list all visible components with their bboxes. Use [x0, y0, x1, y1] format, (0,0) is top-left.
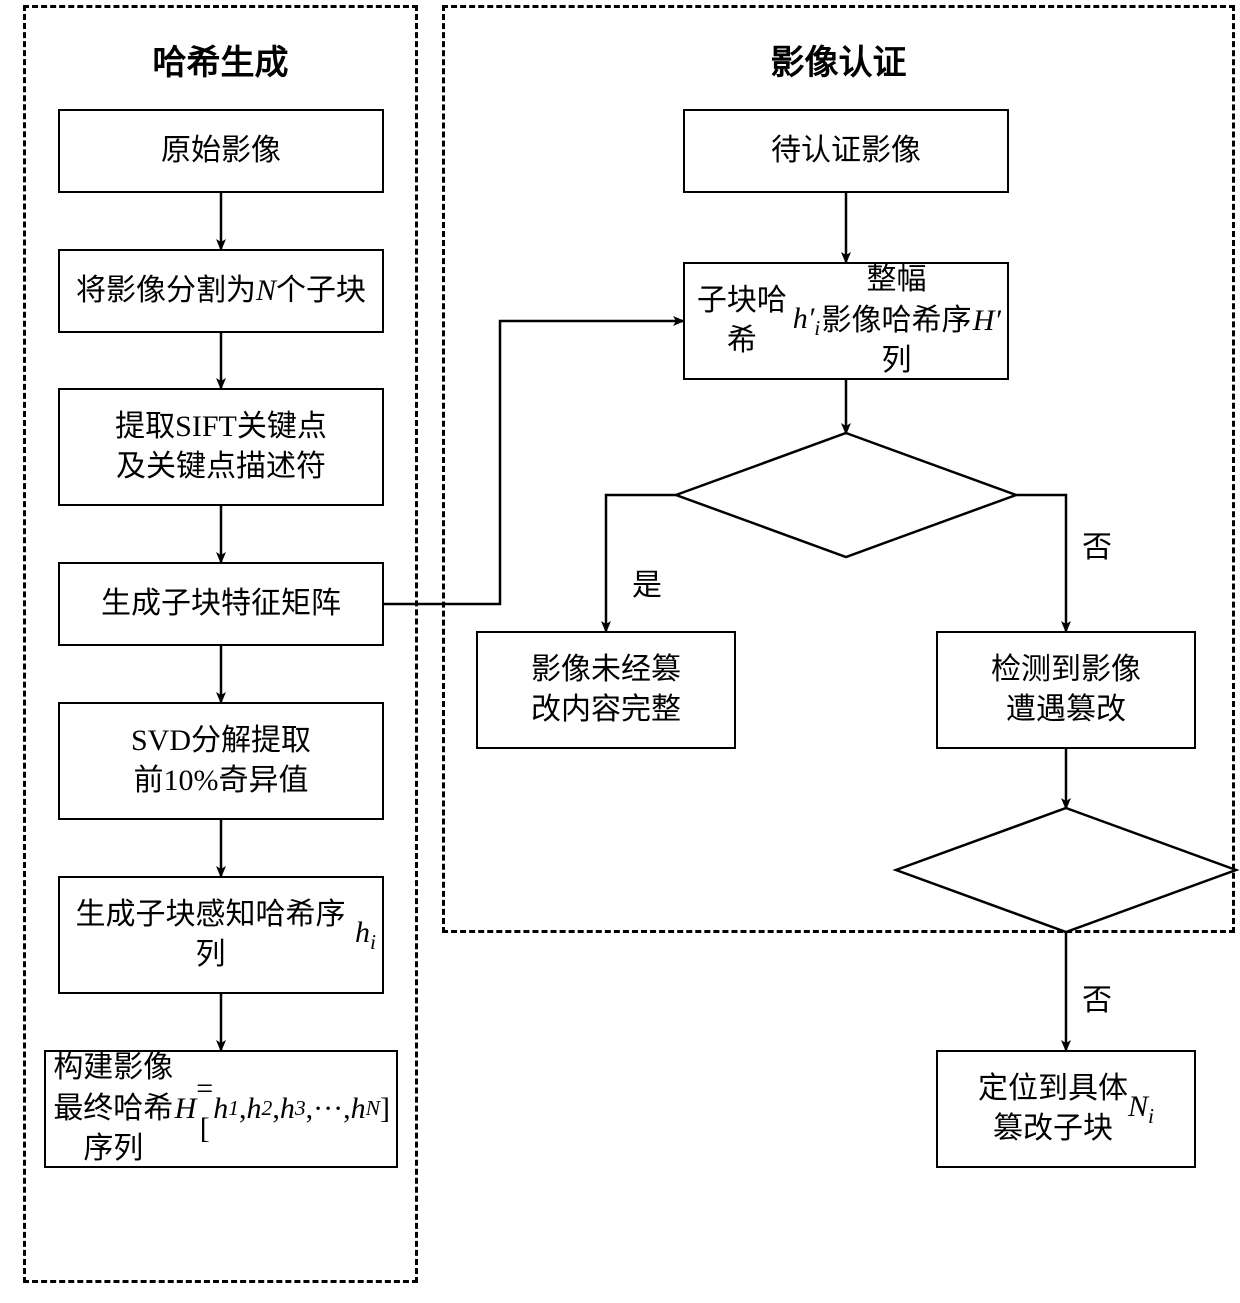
node-original-image: 原始影像	[58, 109, 384, 193]
node-svd-top-10pct: SVD分解提取前10%奇异值	[58, 702, 384, 820]
node-subblock-hash-hprime: 子块哈希h′i整幅影像哈希序列H′	[683, 262, 1009, 380]
node-image-tampered: 检测到影像遭遇篡改	[936, 631, 1196, 749]
diamond-d1-label: d(H,H′)<d0?	[760, 478, 908, 517]
node-image-to-verify: 待认证影像	[683, 109, 1009, 193]
node-extract-sift: 提取SIFT关键点及关键点描述符	[58, 388, 384, 506]
node-image-intact: 影像未经篡改内容完整	[476, 631, 736, 749]
node-final-hash-H: 构建影像最终哈希序列H=[h1,h2,h3,···,hN]	[44, 1050, 398, 1168]
edge-label-eR3yes: 是	[632, 560, 662, 604]
diagram-stage: 哈希生成 影像认证 原始影像 将影像分割为N个子块 提取SIFT关键点及关键点描…	[0, 0, 1240, 1303]
node-subblock-hash-hi: 生成子块感知哈希序列hi	[58, 876, 384, 994]
node-subblock-feature-matrix: 生成子块特征矩阵	[58, 562, 384, 646]
panel-title-right: 影像认证	[771, 35, 907, 84]
panel-title-left: 哈希生成	[153, 35, 289, 84]
diamond-d2-label: d(hi ,h′i)<d0?	[970, 853, 1125, 892]
edge-label-eR3no: 否	[1082, 522, 1112, 566]
node-locate-tampered-block: 定位到具体篡改子块Ni	[936, 1050, 1196, 1168]
edge-label-eR5no: 否	[1082, 975, 1112, 1019]
node-split-into-n-subblocks: 将影像分割为N个子块	[58, 249, 384, 333]
